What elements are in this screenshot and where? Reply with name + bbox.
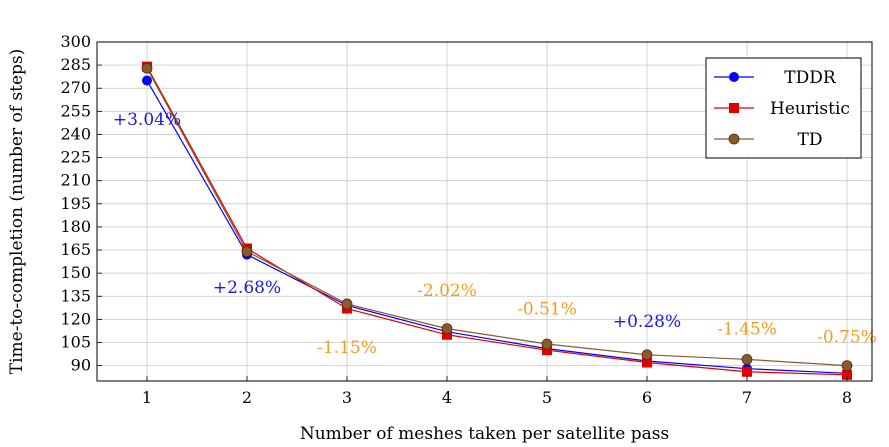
x-axis-label: Number of meshes taken per satellite pas…	[300, 424, 669, 444]
data-point-td	[741, 354, 753, 365]
plot-frame	[96, 41, 873, 382]
data-point-heuristic	[442, 329, 452, 340]
x-tick-label: 2	[242, 388, 252, 407]
x-tick-label: 5	[542, 388, 552, 407]
legend-label-heuristic: Heuristic	[770, 99, 850, 119]
y-tick-label: 300	[60, 32, 91, 51]
annotation-label: -0.51%	[517, 300, 577, 320]
data-point-td	[441, 323, 453, 335]
data-point-td	[641, 349, 653, 361]
data-point-heuristic	[742, 366, 752, 377]
data-point-td	[141, 62, 153, 74]
series-layer	[141, 61, 853, 380]
series-line-heuristic	[146, 66, 848, 376]
data-point-heuristic	[542, 345, 552, 356]
x-tick-label: 6	[642, 388, 652, 407]
legend-marker-tddr	[729, 72, 739, 82]
legend-label-td: TD	[798, 130, 823, 150]
annotation-layer: +3.04% +2.68% -1.15% -2.02% -0.51% +0.28% -1.4…	[113, 110, 877, 358]
y-tick-label: 285	[60, 55, 91, 74]
data-point-td	[341, 298, 353, 310]
y-tick-label: 195	[60, 194, 91, 213]
x-tick-label: 8	[842, 388, 852, 407]
y-tick-label: 270	[60, 78, 91, 97]
legend-marker-td	[728, 133, 740, 145]
data-point-td	[241, 246, 253, 257]
y-tick-label: 120	[60, 309, 91, 328]
legend-label-tddr: TDDR	[784, 68, 837, 88]
series-td	[141, 62, 853, 371]
data-point-td	[841, 360, 853, 371]
y-tick-label: 210	[60, 171, 91, 190]
annotation-label: +0.28%	[613, 312, 681, 332]
annotation-label: +2.68%	[213, 278, 281, 298]
y-tick-label: 180	[60, 217, 91, 236]
y-tick-label: 165	[60, 240, 91, 259]
annotation-label: -1.15%	[317, 338, 377, 358]
data-point-tddr	[142, 75, 152, 86]
annotation-label: -2.02%	[417, 281, 477, 301]
series-line-tddr	[146, 80, 848, 374]
y-tick-label: 150	[60, 263, 91, 282]
x-tick-label: 7	[742, 388, 752, 407]
legend-marker-heuristic	[729, 103, 739, 113]
data-point-heuristic	[642, 357, 652, 368]
y-tick-label: 135	[60, 286, 91, 305]
x-tick-label: 3	[342, 388, 352, 407]
series-line-td	[146, 67, 848, 367]
annotation-label: -1.45%	[717, 320, 777, 340]
y-tick-label: 255	[60, 101, 91, 120]
data-point-td	[541, 338, 553, 350]
y-tick-label: 105	[60, 332, 91, 351]
annotation-label: +3.04%	[113, 110, 181, 130]
y-axis-label: Time-to-completion (number of steps)	[7, 49, 27, 375]
y-tick-label: 225	[60, 148, 91, 167]
x-tick-label: 1	[142, 388, 152, 407]
legend: TDDR Heuristic TD	[705, 57, 862, 159]
annotation-label: -0.75%	[817, 327, 877, 347]
ticks: 9010512013515016518019521022524025527028…	[60, 32, 852, 407]
y-tick-label: 240	[60, 124, 91, 143]
y-tick-label: 90	[71, 356, 91, 375]
data-point-heuristic	[842, 369, 852, 380]
x-tick-label: 4	[442, 388, 452, 407]
